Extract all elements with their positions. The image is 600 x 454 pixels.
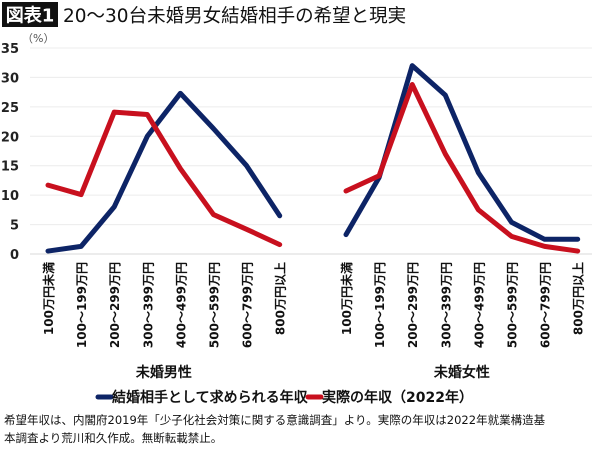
footnote-line-1: 希望年収は、内閣府2019年「少子化社会対策に関する意識調査」より。実際の年収は… (4, 413, 546, 427)
x-axis-labels: 100万円未満 100〜199万円 200〜299万円 300〜399万円 400〜49… (41, 262, 586, 348)
x-tick-label: 200〜299万円 (406, 262, 420, 348)
y-tick-label: 15 (1, 160, 19, 175)
y-tick-label: 0 (10, 248, 19, 263)
legend-entry: 結婚相手として求められる年収 (112, 389, 309, 406)
y-tick-label: 25 (1, 101, 19, 116)
male-actual-line (45, 109, 283, 248)
x-tick-label: 600〜799万円 (241, 262, 255, 348)
footnote-line-2: 本調査より荒川和久作成。無断転載禁止。 (4, 431, 222, 445)
gridlines (30, 47, 592, 255)
x-tick-label: 800万円以上 (273, 262, 288, 335)
y-tick-label: 10 (1, 189, 19, 204)
panel-label: 未婚男性 (136, 364, 192, 381)
x-tick-label: 600〜799万円 (539, 262, 553, 348)
y-axis-ticks: 0 5 10 15 20 25 30 35 (1, 42, 19, 263)
chart-title: 20〜30台未婚男女結婚相手の希望と現実 (63, 6, 406, 27)
female-actual-line (343, 81, 581, 254)
x-tick-label: 300〜399万円 (141, 262, 155, 348)
y-tick-label: 20 (1, 130, 19, 145)
figure-label: 図表1 (6, 5, 55, 27)
y-tick-label: 5 (10, 219, 19, 234)
x-tick-label: 100万円未満 (339, 262, 354, 335)
series-lines (45, 63, 581, 254)
female-desired-line (343, 63, 581, 242)
x-tick-label: 300〜399万円 (439, 262, 453, 348)
y-axis-unit: （%） (22, 32, 54, 45)
legend: 結婚相手として求められる年収 実際の年収（2022年） (95, 389, 473, 406)
x-tick-label: 500〜599万円 (506, 262, 520, 348)
x-tick-label: 500〜599万円 (208, 262, 222, 348)
y-tick-label: 35 (1, 42, 19, 57)
x-tick-label: 100万円未満 (41, 262, 56, 335)
x-tick-label: 100〜199万円 (75, 262, 89, 348)
panel-label: 未婚女性 (434, 364, 490, 381)
x-tick-label: 100〜199万円 (373, 262, 387, 348)
legend-entry: 実際の年収（2022年） (322, 389, 473, 406)
x-tick-label: 400〜499万円 (472, 262, 486, 348)
x-tick-label: 800万円以上 (571, 262, 586, 335)
x-tick-label: 200〜299万円 (108, 262, 122, 348)
male-desired-line (45, 90, 283, 254)
y-tick-label: 30 (1, 71, 19, 86)
x-tick-label: 400〜499万円 (174, 262, 188, 348)
panel-labels: 未婚男性 未婚女性 (136, 364, 490, 381)
figure-label-box (2, 2, 58, 27)
